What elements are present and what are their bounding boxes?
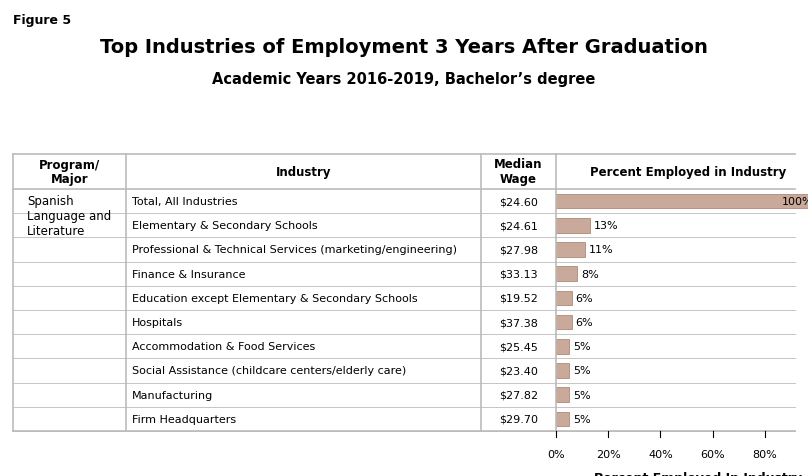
Text: $27.82: $27.82: [499, 390, 538, 400]
Text: Finance & Insurance: Finance & Insurance: [132, 269, 246, 279]
Text: Accommodation & Food Services: Accommodation & Food Services: [132, 342, 315, 352]
Text: 8%: 8%: [581, 269, 599, 279]
Text: 6%: 6%: [575, 317, 593, 327]
Text: Top Industries of Employment 3 Years After Graduation: Top Industries of Employment 3 Years Aft…: [100, 38, 708, 57]
Text: Median
Wage: Median Wage: [494, 158, 543, 186]
Text: Elementary & Secondary Schools: Elementary & Secondary Schools: [132, 221, 318, 231]
Text: $29.70: $29.70: [499, 414, 538, 424]
Text: 40%: 40%: [648, 449, 673, 459]
Text: Program/
Major: Program/ Major: [39, 158, 100, 186]
Text: Social Assistance (childcare centers/elderly care): Social Assistance (childcare centers/eld…: [132, 366, 406, 376]
Text: $24.60: $24.60: [499, 197, 538, 207]
Text: $19.52: $19.52: [499, 293, 538, 303]
Text: 5%: 5%: [573, 366, 591, 376]
Text: 0%: 0%: [547, 449, 565, 459]
Text: →: →: [775, 474, 787, 476]
Text: Education except Elementary & Secondary Schools: Education except Elementary & Secondary …: [132, 293, 418, 303]
Text: 13%: 13%: [594, 221, 619, 231]
Text: 5%: 5%: [573, 390, 591, 400]
Text: 100%: 100%: [781, 197, 808, 207]
Text: Total, All Industries: Total, All Industries: [132, 197, 238, 207]
Text: Academic Years 2016-2019, Bachelor’s degree: Academic Years 2016-2019, Bachelor’s deg…: [213, 72, 595, 87]
Text: Figure 5: Figure 5: [13, 14, 71, 27]
Text: $33.13: $33.13: [499, 269, 538, 279]
Text: Firm Headquarters: Firm Headquarters: [132, 414, 236, 424]
Text: Percent Employed In Industry: Percent Employed In Industry: [595, 471, 802, 476]
Text: $23.40: $23.40: [499, 366, 538, 376]
Text: $27.98: $27.98: [499, 245, 538, 255]
Text: $24.61: $24.61: [499, 221, 538, 231]
Text: 11%: 11%: [589, 245, 613, 255]
Text: 5%: 5%: [573, 414, 591, 424]
Text: Percent Employed in Industry: Percent Employed in Industry: [591, 166, 787, 178]
Text: Manufacturing: Manufacturing: [132, 390, 213, 400]
Text: 60%: 60%: [701, 449, 725, 459]
Text: 80%: 80%: [752, 449, 777, 459]
Text: Professional & Technical Services (marketing/engineering): Professional & Technical Services (marke…: [132, 245, 457, 255]
Text: Spanish
Language and
Literature: Spanish Language and Literature: [27, 195, 112, 238]
Text: 20%: 20%: [595, 449, 621, 459]
Text: Industry: Industry: [276, 166, 331, 178]
Text: $37.38: $37.38: [499, 317, 538, 327]
Text: $25.45: $25.45: [499, 342, 538, 352]
Text: 6%: 6%: [575, 293, 593, 303]
Text: Hospitals: Hospitals: [132, 317, 183, 327]
Text: 5%: 5%: [573, 342, 591, 352]
